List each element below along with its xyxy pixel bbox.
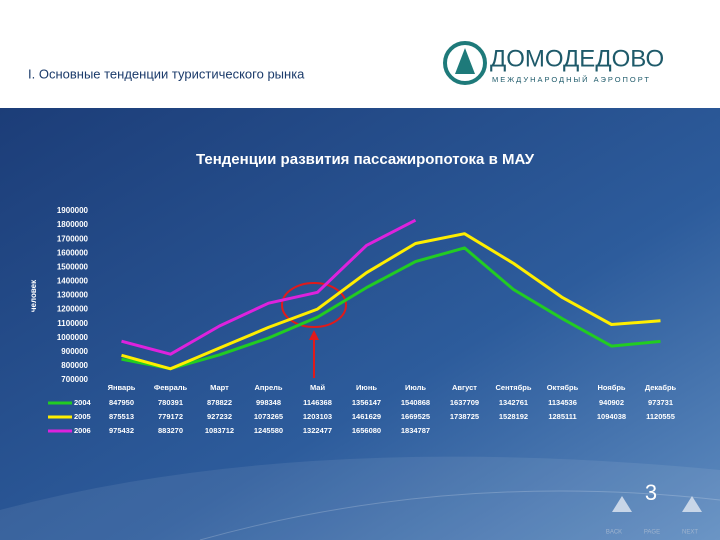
legend-label: 2004: [74, 398, 92, 407]
y-tick-label: 1000000: [57, 333, 89, 342]
y-tick-label: 1600000: [57, 248, 89, 257]
table-cell: 998348: [256, 398, 281, 407]
table-cell: 1834787: [401, 426, 430, 435]
back-icon[interactable]: [612, 496, 632, 512]
table-cell: 779172: [158, 412, 183, 421]
legend-label: 2006: [74, 426, 91, 435]
logo-ring: [443, 41, 487, 85]
x-tick-label: Июль: [405, 383, 426, 392]
x-tick-label: Декабрь: [645, 383, 677, 392]
x-tick-label: Май: [310, 383, 326, 392]
table-cell: 1245580: [254, 426, 283, 435]
x-tick-label: Октябрь: [547, 383, 579, 392]
table-cell: 1073265: [254, 412, 283, 421]
table-cell: 780391: [158, 398, 183, 407]
x-tick-label: Январь: [108, 383, 136, 392]
table-cell: 1134536: [548, 398, 577, 407]
y-tick-label: 1700000: [57, 234, 89, 243]
x-tick-label: Март: [210, 383, 229, 392]
series-line: [121, 246, 661, 371]
table-cell: 927232: [207, 412, 232, 421]
table-cell: 1342761: [499, 398, 528, 407]
table-cell: 1322477: [303, 426, 332, 435]
table-cell: 1356147: [352, 398, 381, 407]
y-tick-label: 1200000: [57, 305, 89, 314]
back-label[interactable]: BACK: [606, 530, 622, 536]
table-cell: 1146368: [303, 398, 332, 407]
x-tick-label: Июнь: [356, 383, 377, 392]
y-tick-label: 700000: [61, 375, 88, 384]
table-cell: 973731: [648, 398, 673, 407]
y-axis-label: человек: [29, 279, 38, 312]
y-tick-label: 1500000: [57, 262, 89, 271]
y-tick-label: 1300000: [57, 291, 89, 300]
table-cell: 1656080: [352, 426, 381, 435]
x-tick-label: Сентябрь: [496, 383, 532, 392]
table-cell: 1285111: [548, 412, 576, 421]
table-cell: 1637709: [450, 398, 479, 407]
series-line: [121, 218, 417, 356]
table-cell: 1203103: [303, 412, 332, 421]
y-tick-label: 1900000: [57, 206, 89, 215]
next-icon[interactable]: [682, 496, 702, 512]
chart-title: Тенденции развития пассажиропотока в МАУ: [196, 151, 535, 168]
table-cell: 1528192: [499, 412, 528, 421]
table-cell: 940902: [599, 398, 624, 407]
x-tick-label: Февраль: [154, 383, 188, 392]
table-cell: 1120555: [646, 412, 675, 421]
content-bg: [0, 108, 720, 540]
header-title: I. Основные тенденции туристического рын…: [28, 66, 305, 81]
table-cell: 1094038: [597, 412, 626, 421]
logo-icon: [455, 48, 475, 74]
x-tick-label: Август: [452, 383, 477, 392]
table-cell: 1083712: [205, 426, 234, 435]
series-line: [121, 232, 661, 371]
x-tick-label: Ноябрь: [597, 383, 625, 392]
table-cell: 1540868: [401, 398, 430, 407]
arrow-head: [309, 330, 319, 340]
y-tick-label: 1100000: [57, 319, 88, 328]
table-cell: 875513: [109, 412, 134, 421]
logo-name: ДОМОДЕДОВО: [490, 45, 664, 72]
table-cell: 883270: [158, 426, 183, 435]
highlight-circle: [281, 282, 347, 328]
ribbon: [0, 456, 720, 540]
table-cell: 1461629: [352, 412, 381, 421]
ribbon-line: [199, 490, 720, 540]
table-cell: 1669525: [401, 412, 430, 421]
y-tick-label: 900000: [61, 347, 88, 356]
page-number: 3: [645, 480, 657, 505]
legend-label: 2005: [74, 412, 91, 421]
y-tick-label: 800000: [61, 361, 88, 370]
table-cell: 975432: [109, 426, 134, 435]
table-cell: 878822: [207, 398, 232, 407]
page-label: PAGE: [644, 530, 660, 536]
y-tick-label: 1400000: [57, 277, 89, 286]
y-tick-label: 1800000: [57, 220, 89, 229]
table-cell: 1738725: [450, 412, 479, 421]
table-cell: 847950: [109, 398, 134, 407]
logo-subtitle: МЕЖДУНАРОДНЫЙ АЭРОПОРТ: [492, 75, 651, 84]
next-label[interactable]: NEXT: [682, 530, 698, 536]
x-tick-label: Апрель: [254, 383, 282, 392]
